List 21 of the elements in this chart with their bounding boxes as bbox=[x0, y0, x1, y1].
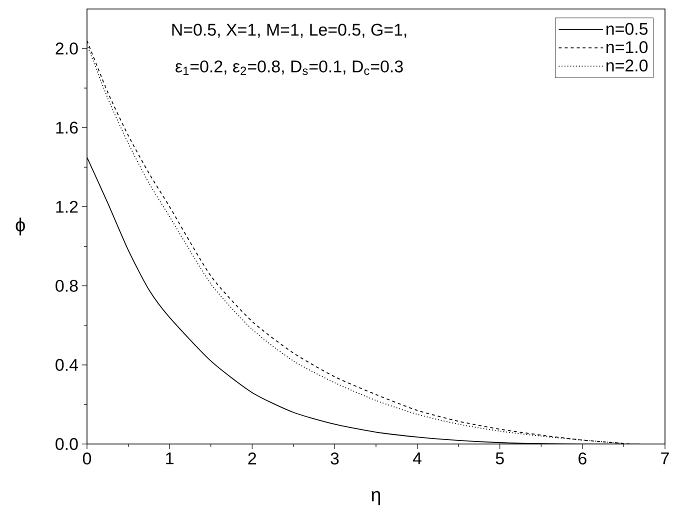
x-tick-label: 5 bbox=[496, 452, 504, 464]
x-tick-label: 2 bbox=[248, 452, 256, 464]
y-tick-label: 0.8 bbox=[56, 280, 78, 292]
y-tick-label: 1.2 bbox=[56, 200, 78, 213]
x-tick-label: 7 bbox=[661, 452, 669, 464]
x-tick-label: 6 bbox=[578, 452, 586, 465]
legend-label: n=1.0 bbox=[606, 41, 648, 54]
legend-label: n=2.0 bbox=[606, 59, 648, 72]
legend-label: n=0.5 bbox=[606, 22, 648, 35]
x-tick-label: 3 bbox=[330, 452, 339, 465]
y-tick-label: 0.0 bbox=[56, 438, 78, 450]
y-axis-title: ϕ bbox=[16, 218, 25, 236]
x-tick-label: 0 bbox=[82, 452, 92, 465]
x-axis-title: η bbox=[372, 491, 380, 506]
text: ε$_{1}$=0.2, ε$_{2}$=0.8, D$_{s}$=0.1, D$_{c}$=0.3 bbox=[176, 60, 403, 75]
annotation: N=0.5, X=1, M=1, Le=0.5, G=1, bbox=[172, 24, 406, 38]
y-tick-label: 2.0 bbox=[56, 42, 78, 55]
x-tick-label: 4 bbox=[412, 452, 422, 464]
y-tick-label: 1.6 bbox=[56, 122, 78, 134]
x-tick-label: 1 bbox=[166, 452, 174, 464]
y-tick-label: 0.4 bbox=[56, 358, 78, 371]
